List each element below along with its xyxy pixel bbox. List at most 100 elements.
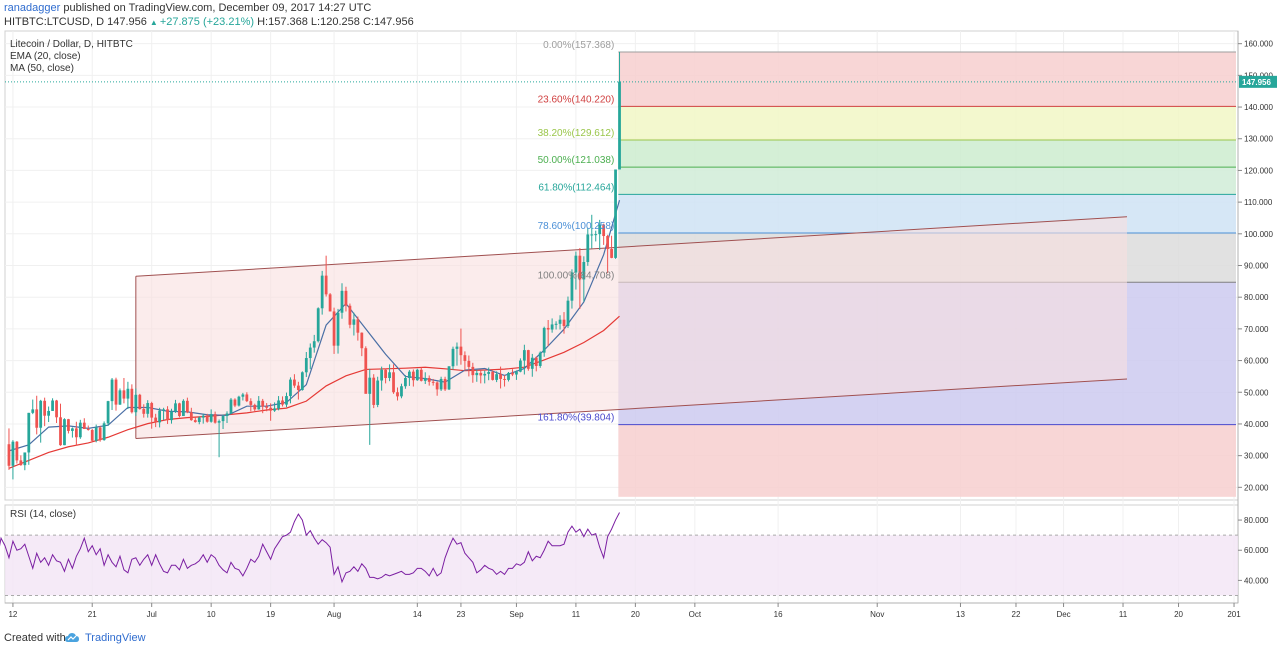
candle-body (451, 348, 455, 367)
candle-body (463, 355, 467, 361)
price-axis[interactable]: 20.000 30.000 40.000 50.000 60.000 70.000 80.0… (1237, 31, 1277, 603)
candle-body (225, 413, 229, 417)
candle (439, 376, 443, 391)
candle-body (249, 401, 253, 405)
candle (67, 418, 70, 434)
candle (237, 395, 241, 407)
candle-body (261, 400, 265, 407)
tradingview-cloud-icon (65, 633, 79, 642)
candle (19, 455, 23, 466)
price-tick-label: 130.000 (1244, 135, 1273, 144)
candle (614, 169, 617, 259)
candle (150, 401, 154, 429)
candle (185, 397, 189, 414)
candle (336, 308, 340, 354)
candle-body (43, 400, 47, 416)
time-tick-label: 14 (413, 610, 422, 619)
candle (423, 372, 427, 385)
time-tick-label: Aug (327, 610, 341, 619)
candle-body (590, 234, 594, 236)
candle (253, 403, 257, 412)
trend-channel (135, 216, 1128, 440)
low-label: L: (310, 16, 321, 28)
candle (78, 419, 82, 439)
candle (344, 286, 348, 312)
last-price-label: 147.956 (1242, 78, 1271, 87)
candle (360, 332, 364, 357)
candle (320, 270, 324, 315)
candle (265, 403, 269, 412)
fib-zone (618, 139, 1236, 168)
candle-body (312, 341, 316, 348)
candle-body (51, 400, 54, 411)
candle (538, 351, 542, 368)
candle (233, 398, 237, 408)
candle-body (487, 371, 491, 374)
candle (201, 413, 205, 424)
candle (213, 411, 217, 424)
candle (63, 418, 66, 446)
candle (82, 418, 86, 430)
candle-body (27, 412, 31, 453)
candle-body (11, 441, 15, 466)
candle (475, 369, 479, 382)
candle-body (74, 428, 78, 438)
candle (11, 440, 15, 480)
candle-body (356, 319, 360, 333)
time-tick-label: 23 (456, 610, 465, 619)
fib-zone (618, 52, 1236, 107)
candle (245, 392, 249, 403)
candle (491, 370, 495, 381)
candle-body (205, 415, 209, 422)
time-tick-label: Dec (1056, 610, 1070, 619)
candle-body (459, 346, 463, 356)
candle-body (71, 428, 74, 431)
candle-body (265, 406, 269, 408)
candle (23, 452, 27, 471)
close-label: C: (362, 16, 374, 28)
candle (90, 429, 94, 442)
time-tick-label: 20 (1174, 610, 1183, 619)
candle-body (380, 369, 384, 381)
fib-level-label: 100.00%(84.708) (538, 270, 615, 281)
candle-body (530, 357, 534, 369)
time-axis[interactable]: 12 21 Jul 10 19 Aug 14 23 Sep 11 20 Oct 16 Nov 13 22 Dec… (5, 602, 1241, 619)
candle (312, 334, 316, 353)
candle-body (550, 324, 554, 330)
candle (102, 421, 106, 441)
candle (114, 377, 118, 411)
change-value: +27.875 (+23.21%) (150, 16, 254, 28)
candle-body (364, 348, 368, 394)
candle-body (546, 327, 550, 330)
candle-body (241, 394, 245, 397)
price-chart[interactable]: 0.00%(157.368) 23.60%(140.220) 38.20%(129.… (0, 30, 1280, 630)
candle (166, 406, 169, 424)
candle (281, 396, 284, 407)
candle-body (185, 400, 189, 413)
candle-body (522, 350, 526, 361)
candle (249, 398, 253, 412)
candle-body (39, 400, 43, 428)
candle (146, 400, 150, 418)
candle (610, 235, 613, 259)
candle-body (388, 372, 391, 378)
candle-body (237, 396, 241, 406)
candle (257, 396, 261, 410)
candle (558, 315, 562, 330)
fib-zone (618, 106, 1236, 140)
time-tick-label: 10 (207, 610, 216, 619)
author-link[interactable]: ranadagger (4, 2, 61, 14)
candle-body (435, 382, 439, 390)
candle (285, 392, 288, 408)
candle-body (245, 394, 249, 402)
candle (352, 312, 356, 336)
tradingview-link[interactable]: TradingView (85, 632, 146, 644)
candle-body (229, 399, 233, 414)
candle-body (55, 400, 58, 418)
candle-body (189, 412, 193, 421)
candle-body (19, 460, 23, 466)
fib-level-label: 23.60%(140.220) (538, 94, 615, 105)
candle-body (392, 372, 395, 393)
candle-body (110, 379, 114, 402)
candle-body (538, 352, 542, 366)
